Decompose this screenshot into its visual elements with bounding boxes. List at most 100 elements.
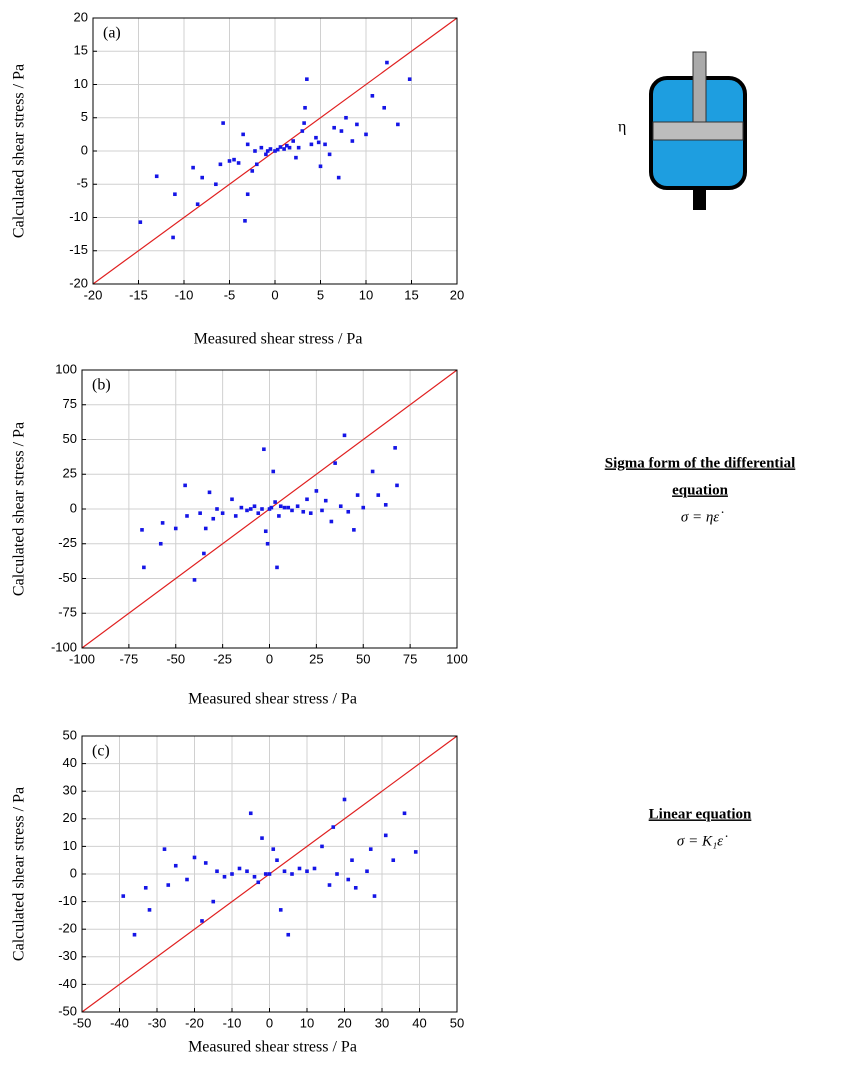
y-axis-label: Calculated shear stress / Pa xyxy=(11,422,28,596)
point xyxy=(173,863,178,868)
x-tick-label: 30 xyxy=(375,1015,389,1030)
x-tick-label: 0 xyxy=(271,287,278,302)
y-tick-label: 10 xyxy=(63,838,77,853)
point xyxy=(227,159,232,163)
point xyxy=(320,508,324,513)
point xyxy=(353,886,358,890)
point xyxy=(368,847,373,851)
point xyxy=(286,505,291,510)
x-tick-label: 5 xyxy=(317,287,324,302)
point xyxy=(192,855,197,860)
point xyxy=(162,847,167,851)
point xyxy=(252,874,257,879)
point xyxy=(173,192,177,197)
point xyxy=(282,869,287,874)
point xyxy=(260,836,264,840)
point xyxy=(250,169,255,173)
y-tick-label: -100 xyxy=(51,639,77,654)
point xyxy=(309,142,314,147)
y-axis-label: Calculated shear stress / Pa xyxy=(11,787,28,961)
point xyxy=(275,147,280,152)
point xyxy=(355,493,360,497)
point xyxy=(173,526,178,531)
point xyxy=(385,60,389,65)
x-axis-label: Measured shear stress / Pa xyxy=(194,331,363,348)
point xyxy=(198,511,202,515)
y-tick-label: 75 xyxy=(63,396,77,411)
point xyxy=(218,162,223,167)
point xyxy=(294,155,298,160)
point xyxy=(232,157,236,162)
point xyxy=(316,140,321,145)
point xyxy=(191,165,195,170)
x-tick-label: 20 xyxy=(337,1015,351,1030)
dashpot-icon xyxy=(649,51,747,210)
y-tick-label: -50 xyxy=(58,570,77,585)
point xyxy=(267,507,272,511)
x-tick-label: 100 xyxy=(446,651,468,666)
point xyxy=(350,858,354,862)
point xyxy=(305,77,309,81)
point xyxy=(305,869,309,874)
point xyxy=(236,161,241,165)
point xyxy=(207,490,212,495)
point xyxy=(327,883,332,887)
point xyxy=(327,152,332,157)
y-tick-label: 30 xyxy=(63,783,77,798)
y-tick-label: -25 xyxy=(58,535,77,550)
point xyxy=(333,461,337,465)
plot-frame xyxy=(81,369,458,649)
dashpot-piston xyxy=(652,121,744,141)
x-tick-label: -75 xyxy=(119,651,138,666)
point xyxy=(233,514,238,518)
y-tick-label: -20 xyxy=(69,275,88,290)
point xyxy=(248,507,253,511)
point xyxy=(364,132,368,137)
plot-frame xyxy=(92,17,458,285)
point xyxy=(336,175,341,180)
point xyxy=(290,508,294,513)
point xyxy=(402,811,407,816)
panel-label: (a) xyxy=(103,25,121,42)
point xyxy=(166,883,171,887)
x-tick-label: 25 xyxy=(309,651,323,666)
point xyxy=(287,145,292,150)
point xyxy=(301,509,306,514)
point xyxy=(413,850,418,854)
point xyxy=(277,514,281,518)
point xyxy=(211,516,216,521)
y-tick-label: 15 xyxy=(74,43,88,58)
sigma-equation: σ = ηε̇ xyxy=(681,509,724,525)
point xyxy=(339,129,344,133)
point xyxy=(260,507,264,511)
point xyxy=(245,192,250,197)
point xyxy=(286,932,291,937)
x-axis-label: Measured shear stress / Pa xyxy=(188,1039,357,1056)
y-tick-label: -75 xyxy=(58,605,77,620)
point xyxy=(203,526,208,531)
point xyxy=(314,489,319,493)
x-axis-label: Measured shear stress / Pa xyxy=(188,691,357,708)
point xyxy=(256,880,261,885)
y-tick-label: 10 xyxy=(74,76,88,91)
x-tick-label: -20 xyxy=(84,287,103,302)
point xyxy=(230,872,234,876)
point xyxy=(185,877,189,882)
y-tick-label: 100 xyxy=(55,361,77,376)
x-tick-label: 0 xyxy=(266,651,273,666)
point xyxy=(323,142,327,147)
y-tick-label: 50 xyxy=(63,727,77,742)
point xyxy=(335,872,339,876)
point xyxy=(245,508,249,513)
point xyxy=(245,869,249,874)
point xyxy=(275,565,279,570)
x-tick-label: -30 xyxy=(148,1015,167,1030)
y-axis-label: Calculated shear stress / Pa xyxy=(11,64,28,238)
point xyxy=(350,139,355,143)
x-tick-label: 50 xyxy=(356,651,370,666)
point xyxy=(268,147,273,151)
point xyxy=(215,869,219,874)
x-tick-label: 50 xyxy=(450,1015,464,1030)
point xyxy=(295,504,300,509)
point xyxy=(183,483,187,488)
